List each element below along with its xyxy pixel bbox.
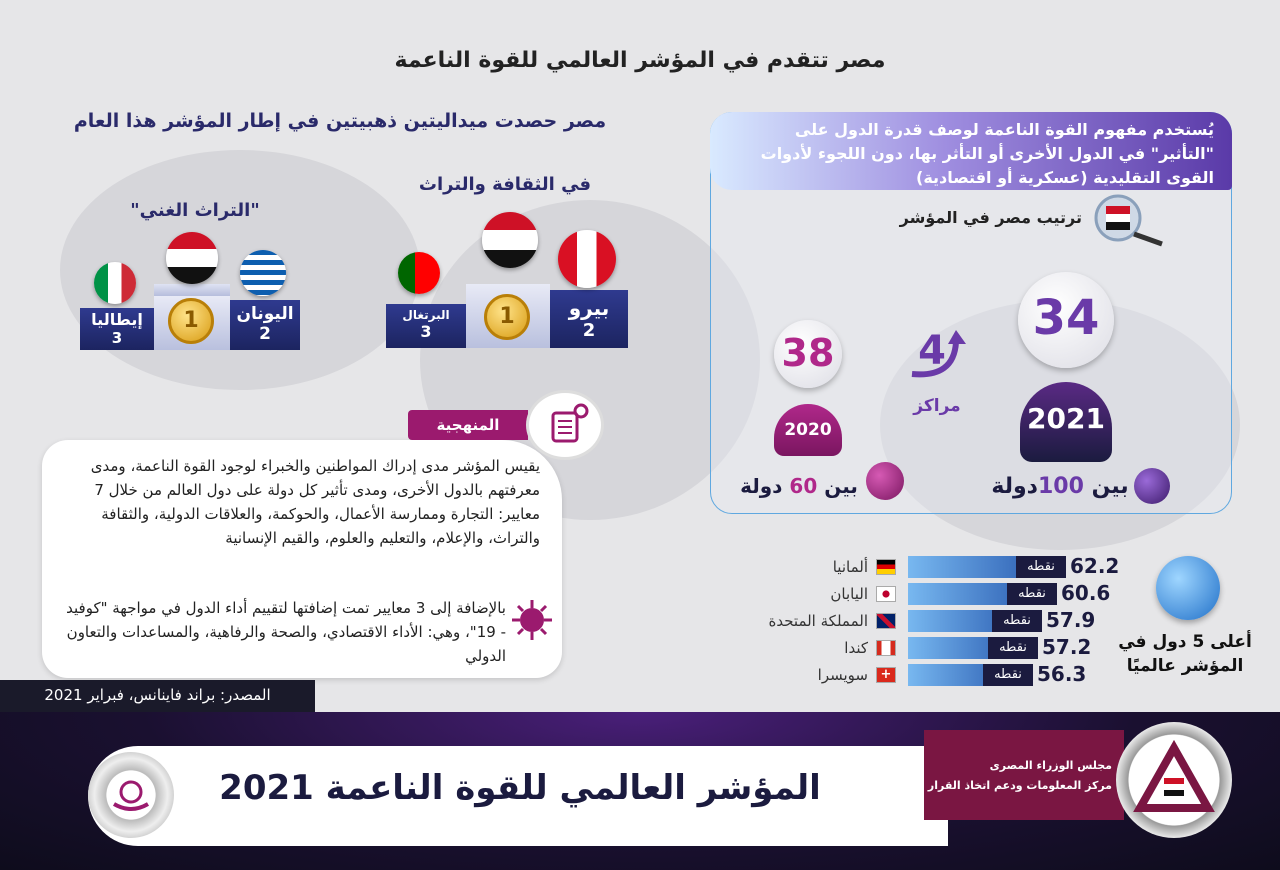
country-name: المملكة المتحدة [768, 612, 869, 630]
score-value: 57.2 [1042, 635, 1092, 659]
top5-row: نقطه 57.2 [908, 635, 1148, 659]
portugal-flag-icon [398, 252, 440, 294]
year-2020-dome: 2020 [774, 404, 842, 456]
third-rank: 3 [111, 329, 123, 347]
footer-band [88, 746, 948, 846]
top5-row: نقطه 56.3 [908, 662, 1148, 686]
score-unit: نقطه [992, 610, 1042, 632]
country-name: ألمانيا [832, 558, 868, 576]
among-2021-suffix: دولة [991, 474, 1038, 499]
magnifier-globe-icon [1088, 192, 1168, 248]
second-country-name: بيرو [568, 296, 610, 320]
country-name: اليابان [830, 585, 868, 603]
ranking-title: ترتيب مصر في المؤشر [899, 208, 1082, 227]
gold-medal-icon: 1 [168, 298, 214, 344]
methodology-icon [526, 390, 604, 460]
among-2020: بين 60 دولة [734, 474, 864, 498]
globe-icon [1134, 468, 1170, 504]
score-value: 62.2 [1070, 554, 1120, 578]
country-flag-icon [876, 559, 896, 575]
greece-flag-icon [240, 250, 286, 296]
virus-icon [510, 598, 554, 642]
among-2020-num: 60 [789, 474, 818, 498]
rank-2020: 38 [774, 320, 842, 388]
concept-definition: يُستخدم مفهوم القوة الناعمة لوصف قدرة ال… [710, 112, 1232, 190]
podium-second: اليونان 2 [230, 300, 300, 350]
methodology-paragraph-1: يقيس المؤشر مدى إدراك المواطنين والخبراء… [90, 457, 540, 547]
globe-icon [866, 462, 904, 500]
podium-third: إيطاليا 3 [80, 308, 154, 350]
gold-medal-icon: 1 [484, 294, 530, 340]
year-2020: 2020 [784, 420, 832, 440]
score-unit: نقطه [1007, 583, 1057, 605]
score-unit: نقطه [1016, 556, 1066, 578]
methodology-box [42, 440, 562, 678]
among-2020-suffix: دولة [740, 474, 783, 498]
peru-flag-icon [558, 230, 616, 288]
podium-third: البرتغال 3 [386, 304, 466, 348]
footer-title: المؤشر العالمي للقوة الناعمة 2021 [219, 768, 821, 808]
among-2021-prefix: بين [1091, 474, 1129, 499]
improvement-label: مراكز [913, 396, 961, 416]
score-value: 56.3 [1037, 662, 1087, 686]
second-country-name: اليونان [236, 304, 294, 324]
rank-2021: 34 [1018, 272, 1114, 368]
podium-second: بيرو 2 [550, 290, 628, 348]
country-flag-icon [876, 586, 896, 602]
year-2021-dome: 2021 [1020, 382, 1112, 462]
page-title: مصر تتقدم في المؤشر العالمي للقوة الناعم… [394, 48, 886, 73]
year-2021: 2021 [1027, 402, 1105, 435]
third-country-name: إيطاليا [91, 310, 143, 329]
score-unit: نقطه [988, 637, 1038, 659]
country-name: سويسرا [817, 666, 868, 684]
among-2021-num: 100 [1037, 474, 1084, 499]
score-value: 57.9 [1046, 608, 1096, 632]
improvement-number: 4 [918, 328, 946, 374]
second-rank: 2 [582, 320, 596, 341]
third-rank: 3 [420, 322, 432, 341]
italy-flag-icon [94, 262, 136, 304]
score-unit: نقطه [983, 664, 1033, 686]
cabinet-line2: مركز المعلومات ودعم اتخاذ القرار [927, 779, 1112, 792]
country-flag-icon [876, 640, 896, 656]
egypt-flag-icon [166, 232, 218, 284]
methodology-tab: المنهجية [408, 410, 528, 440]
egypt-flag-icon [482, 212, 538, 268]
among-2021: بين 100دولة [990, 474, 1130, 499]
methodology-paragraph-2: بالإضافة إلى 3 معايير تمت إضافتها لتقييم… [66, 599, 506, 665]
top5-row: نقطه 57.9 [908, 608, 1148, 632]
globe-network-icon [1156, 556, 1220, 620]
country-name: كندا [844, 639, 868, 657]
improvement-arrow-icon [904, 328, 974, 384]
third-country-name: البرتغال [402, 308, 450, 322]
among-2020-prefix: بين [824, 474, 858, 498]
top5-row: نقطه 62.2 [908, 554, 1148, 578]
culture-label: في الثقافة والتراث [418, 174, 592, 195]
cabinet-line1: مجلس الوزراء المصرى [989, 759, 1112, 772]
country-flag-icon: + [876, 667, 896, 683]
top5-row: نقطه 60.6 [908, 581, 1148, 605]
top5-title: أعلى 5 دول في المؤشر عالميًا [1118, 632, 1252, 676]
score-value: 60.6 [1061, 581, 1111, 605]
rich-heritage-label: "التراث الغني" [130, 200, 260, 221]
country-flag-icon [876, 613, 896, 629]
cabinet-label: مجلس الوزراء المصرى مركز المعلومات ودعم … [924, 730, 1124, 820]
medals-title: مصر حصدت ميداليتين ذهبيتين في إطار المؤش… [73, 110, 607, 132]
cabinet-logo-icon [1116, 722, 1232, 838]
hand-globe-icon [88, 752, 174, 838]
second-rank: 2 [259, 324, 271, 344]
source-caption: المصدر: براند فاينانس، فبراير 2021 [0, 680, 315, 712]
